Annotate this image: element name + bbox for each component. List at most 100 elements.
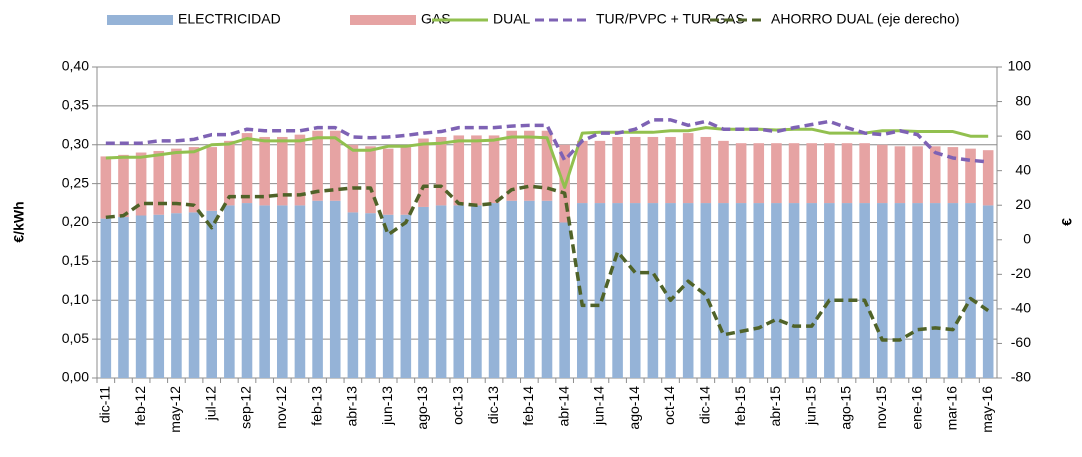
bar [382, 148, 394, 215]
x-tick-label: abr-15 [767, 386, 783, 427]
bar [965, 148, 976, 204]
bar [612, 136, 623, 204]
y2-tick-label: 0 [1023, 230, 1031, 246]
bar [682, 203, 694, 378]
bar [135, 215, 147, 378]
x-tick-label: ago-13 [414, 386, 430, 430]
legend-swatch [350, 15, 416, 25]
bar [453, 205, 465, 378]
x-tick-label: oct-13 [449, 386, 465, 425]
y-axis-title: €/kWh [11, 201, 27, 242]
bar [118, 217, 129, 378]
y2-tick-label: 40 [1015, 161, 1031, 177]
bar [329, 130, 341, 201]
bar [118, 154, 129, 218]
y2-tick-label: 100 [1008, 58, 1032, 74]
bar [629, 136, 641, 204]
bar [259, 136, 270, 206]
bar [224, 140, 235, 206]
x-tick-label: feb-12 [132, 386, 148, 426]
bar [171, 148, 182, 214]
x-tick-label: dic-14 [697, 386, 713, 424]
bar [312, 200, 323, 378]
y-tick-label: 0,15 [62, 252, 89, 268]
x-tick-label: jun-15 [802, 386, 818, 426]
bar [488, 135, 500, 204]
bar [753, 143, 765, 204]
bar [135, 152, 147, 216]
bar [718, 140, 729, 204]
bar [400, 214, 412, 378]
bar [947, 147, 959, 204]
x-tick-label: feb-14 [520, 386, 536, 426]
x-tick-label: dic-13 [485, 386, 501, 424]
y-tick-label: 0,25 [62, 174, 89, 190]
x-tick-label: dic-11 [97, 386, 113, 423]
y2-tick-label: 80 [1015, 92, 1031, 108]
bar [277, 205, 288, 378]
bar [188, 212, 200, 378]
y2-tick-label: 60 [1015, 127, 1031, 143]
bar [188, 147, 200, 213]
bar [100, 218, 112, 378]
x-tick-label: may-16 [979, 386, 995, 433]
y2-axis-title: € [1059, 218, 1075, 226]
bar [841, 143, 853, 204]
bar [435, 205, 447, 378]
bar [647, 203, 659, 378]
bar [541, 200, 553, 378]
bar [824, 143, 835, 204]
bar [294, 205, 306, 378]
bar [912, 146, 923, 204]
bar [859, 143, 870, 204]
legend-label: DUAL [493, 11, 531, 27]
y2-tick-label: -60 [1011, 334, 1031, 350]
bar [541, 130, 553, 201]
bar [806, 143, 817, 204]
bar [259, 205, 270, 378]
bar [806, 203, 817, 378]
bar [735, 203, 747, 378]
bar [435, 136, 447, 206]
y2-tick-label: -80 [1011, 369, 1031, 385]
bar [329, 200, 341, 378]
bar [877, 203, 888, 378]
legend-swatch [107, 15, 173, 25]
bar [382, 214, 394, 378]
bar [347, 212, 359, 378]
bar [312, 130, 323, 201]
bar [506, 130, 517, 201]
x-tick-label: nov-15 [873, 386, 889, 429]
bar [524, 200, 535, 378]
x-tick-label: feb-13 [308, 386, 324, 426]
bar [788, 203, 800, 378]
y-tick-label: 0,35 [62, 97, 89, 113]
series-line [105, 126, 989, 190]
bar [947, 203, 959, 378]
x-tick-label: abr-14 [555, 386, 571, 427]
bar [877, 144, 888, 204]
bar [418, 138, 429, 207]
bar [929, 203, 941, 378]
bar [506, 200, 517, 378]
legend-label: AHORRO DUAL (eje derecho) [771, 11, 960, 27]
x-tick-label: jun-13 [379, 386, 395, 426]
bar [577, 140, 588, 204]
series-line [105, 118, 989, 164]
y-tick-label: 0,05 [62, 330, 89, 346]
bar [241, 203, 253, 378]
legend-label: TUR/PVPC + TUR GAS [596, 11, 745, 27]
bar [647, 136, 659, 204]
y-tick-label: 0,00 [62, 369, 89, 385]
bar [224, 205, 235, 378]
bar [100, 156, 112, 219]
bar [700, 136, 712, 204]
x-tick-label: ene-16 [908, 386, 924, 430]
bar [894, 146, 906, 204]
bar [859, 203, 870, 378]
bar [771, 143, 782, 204]
bar [841, 203, 853, 378]
bar [559, 222, 570, 378]
x-tick-label: abr-13 [344, 386, 360, 427]
